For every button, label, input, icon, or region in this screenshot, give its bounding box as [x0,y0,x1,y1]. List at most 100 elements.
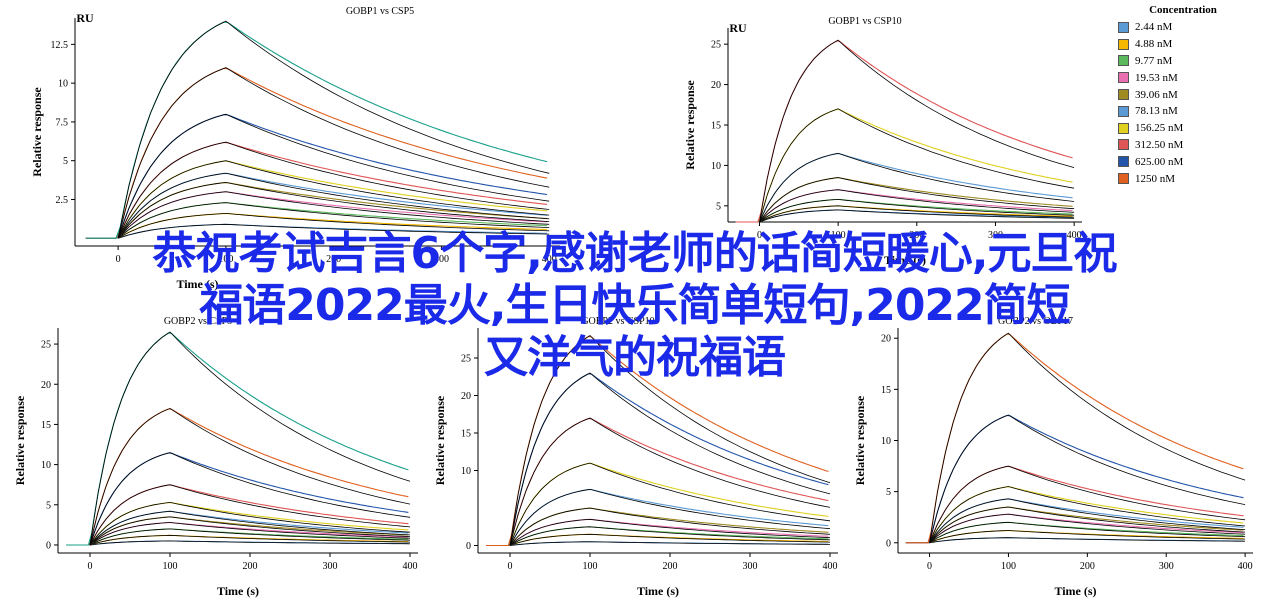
legend-item: 1250 nM [1108,170,1258,187]
fit-curve [509,417,831,546]
x-tick-label: 300 [1159,561,1174,572]
fit-curve [117,113,550,239]
legend-label: 625.00 nM [1135,155,1184,168]
x-tick-label: 100 [831,230,846,241]
fit-curve [89,501,411,546]
y-tick-label: 7.5 [56,117,69,128]
legend-swatch [1118,156,1129,168]
x-axis-label: Time (s) [217,584,259,598]
x-tick-label: 0 [116,254,121,265]
y-tick-label: 2.5 [56,195,69,206]
y-tick-label: 20 [41,380,51,391]
fit-curve [759,205,1075,223]
fit-curve [89,331,411,546]
fit-curve [759,177,1075,223]
fit-curve [117,191,550,239]
x-tick-label: 0 [757,230,762,241]
fit-curve [89,534,411,546]
legend-swatch [1118,122,1129,134]
series-curve [66,540,409,546]
x-tick-label: 0 [508,561,513,572]
legend-label: 312.50 nM [1135,138,1184,151]
fit-curve [117,181,550,239]
chart-panel-2: GOBP1 vs CSP10 RU Relative response Time (s… [683,16,1082,267]
legend-label: 4.88 nM [1135,38,1173,51]
y-tick-label: 15 [881,385,891,396]
legend-item: 625.00 nM [1108,153,1258,170]
x-tick-label: 400 [1238,561,1253,572]
fit-curve [929,537,1246,544]
legend-item: 78.13 nM [1108,103,1258,120]
y-tick-label: 12.5 [51,40,69,51]
chart-title: GOBP1 vs CSP10 [828,16,901,27]
fit-curve [929,414,1246,543]
fit-curve [509,533,831,546]
x-tick-label: 0 [927,561,932,572]
legend-item: 4.88 nM [1108,36,1258,53]
fit-curve [509,518,831,546]
legend-swatch [1118,139,1129,151]
chart-panel-5: GOBP2 vs OBP17 Relative response Time (s) 0… [853,316,1253,598]
x-tick-label: 200 [326,254,341,265]
legend-swatch [1118,173,1129,185]
fit-curve [509,507,831,546]
fit-curve [759,108,1075,223]
series-curve [85,223,548,239]
x-tick-label: 100 [1001,561,1016,572]
fit-curve [89,540,411,546]
legend-title: Concentration [1149,4,1217,16]
fit-curve [117,202,550,239]
fit-curve [509,526,831,546]
x-tick-label: 400 [823,561,838,572]
x-axis-label: Time (s) [884,253,926,267]
chart-title: GOBP1 vs CSP5 [346,6,414,17]
x-tick-label: 100 [583,561,598,572]
fit-curve [117,212,550,239]
y-tick-label: 10 [461,466,471,477]
y-axis-label: Relative response [683,80,697,170]
y-axis-label: Relative response [13,395,27,485]
x-axis-label: Time (s) [176,277,218,291]
series-curve [486,373,829,547]
x-tick-label: 300 [323,561,338,572]
legend-swatch [1118,55,1129,67]
series-curve [486,462,829,547]
y-tick-label: 15 [41,420,51,431]
y-tick-label: 5 [46,500,51,511]
chart-title: GOBP2 vs OBP17 [998,316,1073,327]
fit-curve [509,488,831,546]
legend-swatch [1118,89,1129,101]
fit-curve [117,172,550,239]
legend-item: 39.06 nM [1108,86,1258,103]
fit-curve [929,498,1246,544]
y-tick-label: 0 [886,538,891,549]
legend-item: 156.25 nM [1108,120,1258,137]
y-tick-label: 25 [711,40,721,51]
fit-curve [929,332,1246,543]
y-unit: RU [76,11,94,25]
fit-curve [89,528,411,546]
y-tick-label: 20 [461,391,471,402]
chart-panel-4: GOBP2 vs CSP10 Relative response Time (s) 0… [433,316,838,598]
fit-curve [929,530,1246,544]
x-tick-label: 100 [218,254,233,265]
fit-curve [89,516,411,546]
y-axis-label: Relative response [433,395,447,485]
x-tick-label: 400 [403,561,418,572]
y-tick-label: 15 [711,121,721,132]
x-tick-label: 200 [243,561,258,572]
y-tick-label: 0 [466,541,471,552]
x-tick-label: 300 [988,230,1003,241]
fit-curve [509,334,831,546]
fit-curve [89,510,411,546]
fit-curve [759,39,1075,223]
series-curve [85,160,548,239]
x-tick-label: 200 [663,561,678,572]
fit-curve [509,541,831,546]
legend: Concentration 2.44 nM 4.88 nM 9.77 nM 19.53… [1108,4,1258,187]
legend-swatch [1118,72,1129,84]
y-axis-label: Relative response [30,87,44,177]
series-curve [85,21,548,239]
legend-label: 39.06 nM [1135,88,1178,101]
